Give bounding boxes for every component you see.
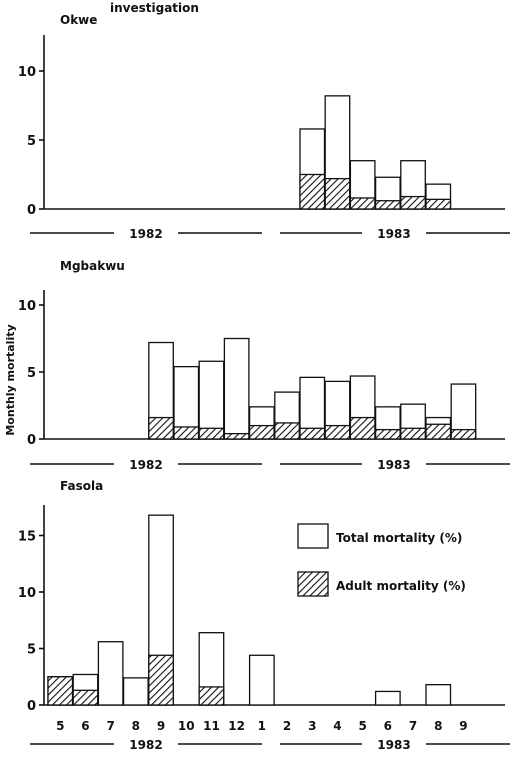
bar-adult-mortality (274, 422, 300, 440)
year-label-1983: 1983 (377, 458, 410, 472)
month-label: 8 (132, 719, 140, 733)
month-label: 7 (106, 719, 114, 733)
legend-total-label: Total mortality (%) (336, 531, 462, 545)
bar-total-mortality (425, 684, 452, 706)
bar-adult-mortality (425, 198, 452, 210)
bar-adult-mortality (349, 197, 376, 210)
bar-adult-mortality (400, 195, 426, 210)
month-label: 7 (409, 719, 417, 733)
bar-adult-mortality (400, 427, 426, 440)
month-label: 11 (203, 719, 220, 733)
year-label-1982: 1982 (129, 227, 162, 241)
year-label-1983: 1983 (377, 227, 410, 241)
month-label: 2 (283, 719, 291, 733)
bar-adult-mortality (248, 424, 275, 440)
month-label: 9 (459, 719, 467, 733)
y-tick-label: 10 (18, 586, 36, 601)
year-label-1983: 1983 (377, 738, 410, 752)
bar-total-mortality (198, 360, 225, 440)
bar-total-mortality (248, 654, 275, 706)
bar-adult-mortality (148, 416, 174, 440)
year-label-1982: 1982 (129, 458, 162, 472)
month-label: 5 (358, 719, 366, 733)
bar-adult-mortality (374, 428, 401, 440)
bar-adult-mortality (148, 654, 174, 706)
bar-adult-mortality (349, 416, 376, 440)
panel-title: Mgbakwu (60, 259, 125, 273)
top-caption: investigation (110, 1, 199, 15)
bar-total-mortality (374, 690, 401, 706)
legend-total-swatch (297, 523, 329, 549)
year-label-1982: 1982 (129, 738, 162, 752)
bar-adult-mortality (425, 423, 452, 440)
bar-adult-mortality (173, 426, 200, 440)
bar-adult-mortality (374, 200, 401, 210)
month-label: 3 (308, 719, 316, 733)
y-tick-label: 15 (18, 530, 36, 545)
bar-adult-mortality (223, 432, 250, 440)
bar-adult-mortality (450, 428, 477, 440)
panel-mgbakwu: Mgbakwu 0 5 10 1982 1983 (18, 259, 510, 472)
bar-adult-mortality (198, 686, 225, 706)
month-label: 9 (157, 719, 165, 733)
bar-adult-mortality (198, 427, 225, 440)
panel-title: Fasola (60, 479, 103, 493)
panel-okwe: Okwe 0 5 10 1982 1983 (18, 13, 510, 241)
bar-total-mortality (223, 337, 250, 440)
y-tick-label: 10 (18, 65, 36, 80)
legend: Total mortality (%) Adult mortality (%) (297, 523, 466, 597)
bar-adult-mortality (324, 177, 351, 210)
month-label: 5 (56, 719, 64, 733)
month-label: 12 (228, 719, 245, 733)
y-tick-label: 5 (27, 366, 36, 381)
y-tick-label: 10 (18, 299, 36, 314)
bar-adult-mortality (72, 689, 99, 706)
month-label: 6 (384, 719, 392, 733)
month-label: 8 (434, 719, 442, 733)
bar-adult-mortality (299, 427, 326, 440)
month-label: 4 (333, 719, 341, 733)
y-tick-label: 0 (27, 699, 36, 714)
y-tick-label: 0 (27, 433, 36, 448)
panel-title: Okwe (60, 13, 97, 27)
legend-adult-swatch (297, 571, 329, 597)
bar-adult-mortality (47, 676, 74, 706)
bar-total-mortality (97, 641, 124, 706)
bar-adult-mortality (299, 173, 326, 210)
y-tick-label: 5 (27, 643, 36, 658)
y-axis-label: Monthly mortality (4, 324, 17, 435)
bar-adult-mortality (324, 424, 351, 440)
month-label: 6 (81, 719, 89, 733)
month-label: 1 (258, 719, 266, 733)
bar-total-mortality (122, 677, 149, 706)
y-tick-label: 0 (27, 203, 36, 218)
y-tick-label: 5 (27, 134, 36, 149)
legend-adult-label: Adult mortality (%) (336, 579, 466, 593)
month-label: 10 (178, 719, 195, 733)
